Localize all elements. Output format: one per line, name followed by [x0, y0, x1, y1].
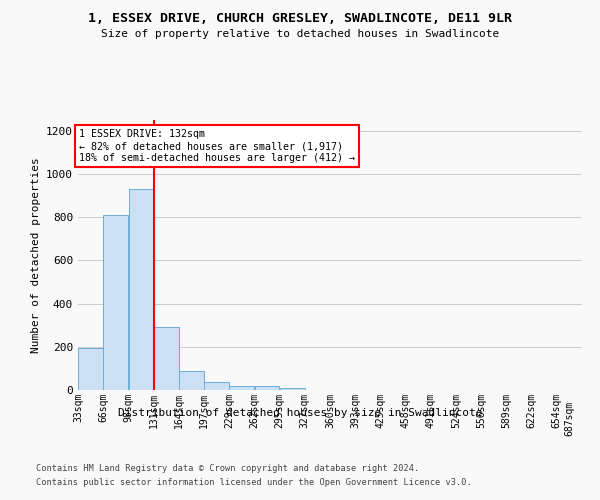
- Text: 687sqm: 687sqm: [565, 401, 574, 436]
- Text: Distribution of detached houses by size in Swadlincote: Distribution of detached houses by size …: [118, 408, 482, 418]
- Text: Contains public sector information licensed under the Open Government Licence v3: Contains public sector information licen…: [36, 478, 472, 487]
- Bar: [254, 386, 280, 390]
- Bar: [179, 370, 204, 390]
- Bar: [154, 328, 179, 390]
- Bar: [128, 189, 154, 390]
- Text: Size of property relative to detached houses in Swadlincote: Size of property relative to detached ho…: [101, 29, 499, 39]
- Text: Contains HM Land Registry data © Crown copyright and database right 2024.: Contains HM Land Registry data © Crown c…: [36, 464, 419, 473]
- Bar: [280, 388, 305, 390]
- Y-axis label: Number of detached properties: Number of detached properties: [31, 157, 41, 353]
- Text: 1, ESSEX DRIVE, CHURCH GRESLEY, SWADLINCOTE, DE11 9LR: 1, ESSEX DRIVE, CHURCH GRESLEY, SWADLINC…: [88, 12, 512, 26]
- Bar: [78, 348, 103, 390]
- Bar: [229, 386, 254, 390]
- Bar: [103, 215, 128, 390]
- Text: 1 ESSEX DRIVE: 132sqm
← 82% of detached houses are smaller (1,917)
18% of semi-d: 1 ESSEX DRIVE: 132sqm ← 82% of detached …: [79, 130, 355, 162]
- Bar: [204, 382, 229, 390]
